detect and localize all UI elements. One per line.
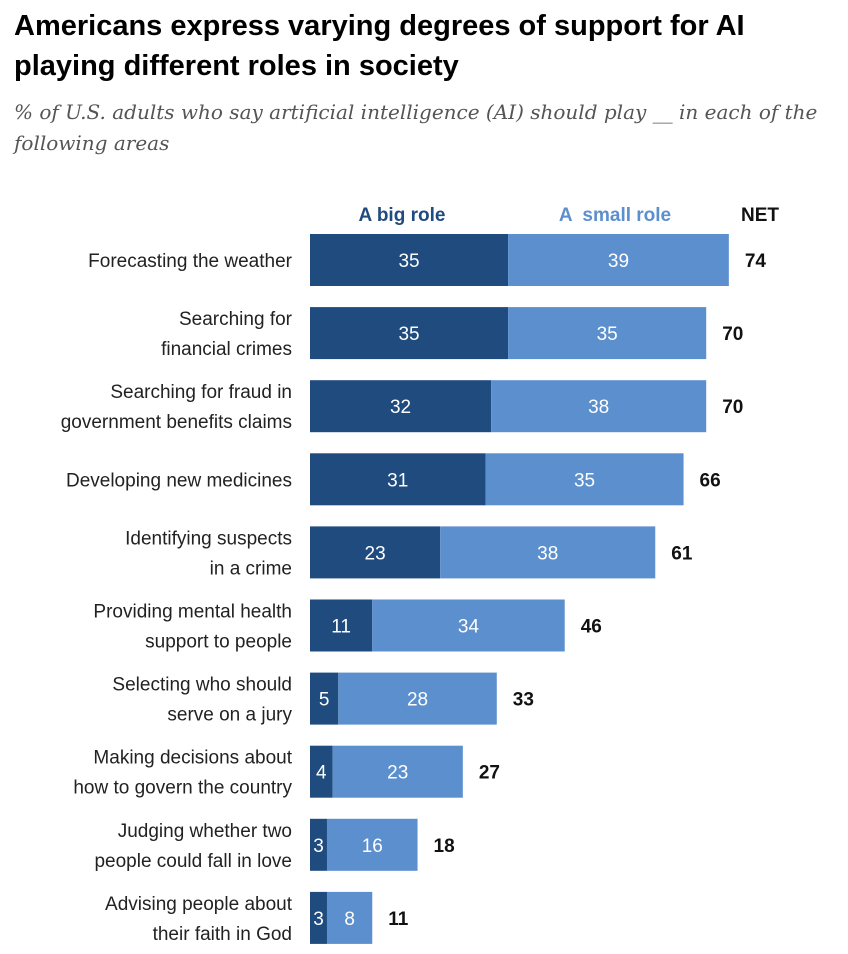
value-label-small-role: 8 [344, 909, 355, 930]
value-label-big-role: 35 [398, 251, 419, 272]
bar-small-role [338, 672, 497, 725]
value-label-big-role: 23 [365, 543, 386, 564]
category-label: financial crimes [161, 339, 292, 360]
net-value-label: 11 [388, 909, 409, 930]
bar-big-role [310, 453, 486, 506]
legend-net: NET [741, 205, 779, 226]
category-label: Searching for [179, 309, 293, 330]
category-label: government benefits claims [61, 412, 292, 433]
chart-title: Americans express varying degrees of sup… [14, 10, 745, 82]
category-label: serve on a jury [167, 705, 292, 726]
value-label-big-role: 31 [387, 470, 408, 491]
value-label-small-role: 16 [362, 836, 383, 857]
category-label: Selecting who should [112, 675, 292, 696]
net-value-label: 33 [513, 690, 534, 711]
bar-small-role [372, 599, 565, 652]
value-label-big-role: 35 [398, 324, 419, 345]
bar-small-role [508, 234, 729, 286]
net-value-label: 27 [479, 763, 500, 784]
chart-subtitle: % of U.S. adults who say artificial inte… [14, 100, 818, 155]
value-label-big-role: 11 [331, 617, 351, 638]
category-label: in a crime [210, 558, 292, 579]
category-label: support to people [145, 632, 292, 653]
category-label: Providing mental health [93, 602, 292, 623]
bar-big-role [310, 672, 339, 725]
net-value-label: 66 [700, 470, 721, 491]
category-label: their faith in God [153, 924, 292, 945]
value-label-big-role: 4 [316, 763, 327, 784]
bar-small-role [326, 818, 418, 871]
net-value-label: 46 [581, 617, 602, 638]
net-value-label: 70 [722, 324, 743, 345]
bar-small-role [440, 526, 656, 579]
value-label-small-role: 38 [537, 543, 558, 564]
bar-big-role [310, 380, 492, 433]
category-label: Developing new medicines [66, 470, 292, 491]
bar-small-role [332, 745, 463, 798]
value-label-small-role: 35 [574, 470, 595, 491]
bar-small-role [485, 453, 684, 506]
net-value-label: 18 [434, 836, 455, 857]
category-label: how to govern the country [73, 778, 292, 799]
bar-big-role [310, 818, 327, 871]
net-value-label: 61 [671, 543, 693, 564]
value-label-small-role: 38 [588, 397, 609, 418]
legend-small-role: A small role [559, 205, 671, 226]
value-label-small-role: 28 [407, 690, 428, 711]
value-label-big-role: 32 [390, 397, 411, 418]
bar-big-role [310, 745, 333, 798]
bar-big-role [310, 234, 509, 286]
legend-big-role: A big role [359, 205, 446, 226]
value-label-small-role: 35 [597, 324, 618, 345]
category-label: Judging whether two [118, 821, 292, 842]
value-label-small-role: 34 [458, 617, 480, 638]
bar-big-role [310, 599, 373, 652]
category-label: Forecasting the weather [88, 251, 293, 272]
value-label-big-role: 3 [313, 909, 324, 930]
category-label: Identifying suspects [125, 528, 292, 549]
category-label: Making decisions about [93, 748, 292, 769]
value-label-small-role: 39 [608, 251, 629, 272]
net-value-label: 70 [722, 397, 743, 418]
value-label-big-role: 5 [319, 690, 330, 711]
value-label-small-role: 23 [387, 763, 408, 784]
bar-small-role [508, 307, 707, 360]
value-label-big-role: 3 [313, 836, 324, 857]
bar-big-role [310, 891, 327, 944]
bar-small-role [326, 891, 373, 944]
bar-big-role [310, 307, 509, 360]
bar-small-role [491, 380, 707, 433]
category-label: people could fall in love [94, 851, 292, 872]
bar-big-role [310, 526, 441, 579]
net-value-label: 74 [745, 251, 767, 272]
category-label: Advising people about [105, 894, 293, 915]
category-label: Searching for fraud in [110, 382, 292, 403]
